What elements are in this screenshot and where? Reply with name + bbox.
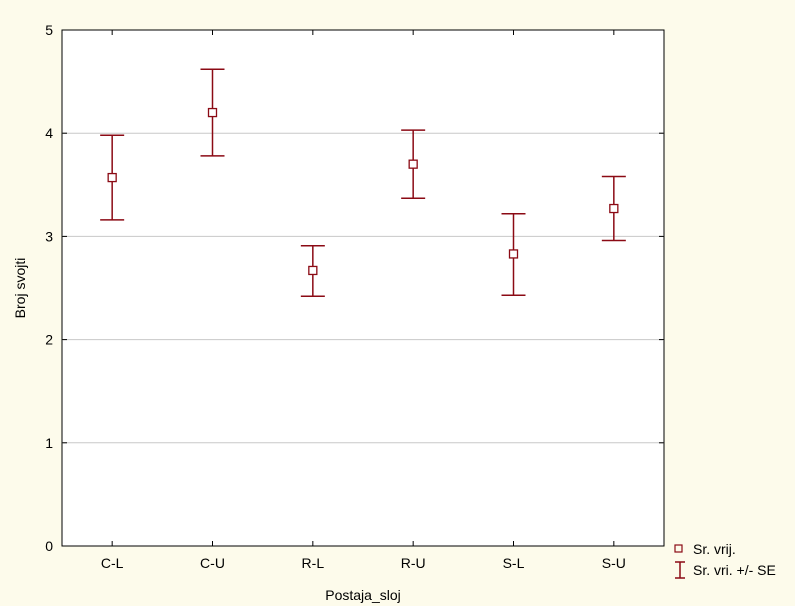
- x-tick-label: S-U: [602, 555, 626, 571]
- y-tick-label: 0: [45, 538, 53, 554]
- legend: Sr. vrij. Sr. vri. +/- SE: [675, 541, 776, 578]
- mean-marker: [309, 266, 317, 274]
- y-tick-label: 3: [45, 228, 53, 244]
- x-tick-label: C-L: [101, 555, 124, 571]
- mean-marker: [209, 109, 217, 117]
- mean-marker: [610, 205, 618, 213]
- y-tick-label: 1: [45, 435, 53, 451]
- mean-marker: [108, 174, 116, 182]
- mean-marker: [510, 250, 518, 258]
- legend-se-marker: [675, 562, 685, 578]
- x-axis-title: Postaja_sloj: [325, 587, 401, 603]
- x-tick-label: R-U: [401, 555, 426, 571]
- x-tick-label: S-L: [503, 555, 525, 571]
- y-axis-title: Broj svojti: [12, 258, 28, 319]
- legend-mean-marker: [675, 545, 682, 552]
- x-tick-label: C-U: [200, 555, 225, 571]
- legend-se-label: Sr. vri. +/- SE: [693, 562, 776, 578]
- plot-area: [62, 30, 664, 546]
- mean-marker: [409, 160, 417, 168]
- legend-mean-label: Sr. vrij.: [693, 541, 736, 557]
- x-tick-label: R-L: [302, 555, 325, 571]
- y-tick-label: 2: [45, 332, 53, 348]
- y-tick-label: 5: [45, 22, 53, 38]
- y-tick-label: 4: [45, 125, 53, 141]
